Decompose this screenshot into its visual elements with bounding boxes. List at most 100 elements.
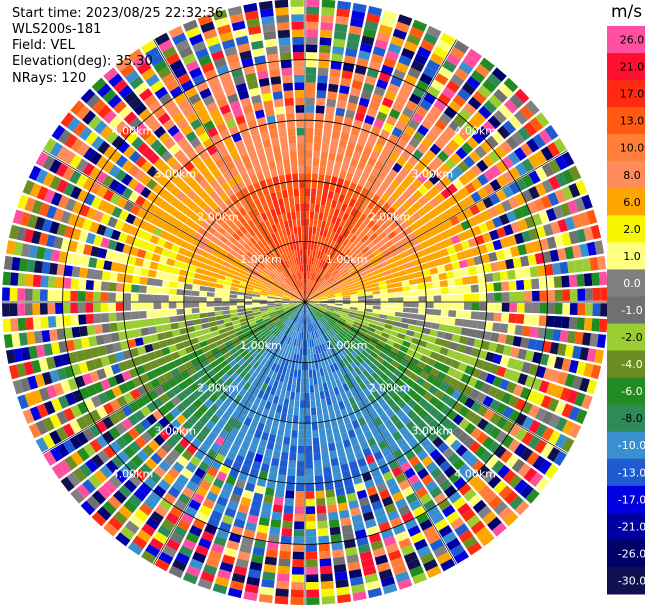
velocity-gate <box>357 136 367 147</box>
velocity-gate <box>395 571 410 583</box>
velocity-gate <box>188 211 199 222</box>
velocity-gate <box>146 426 159 439</box>
velocity-gate <box>282 298 291 301</box>
velocity-gate <box>136 449 150 463</box>
velocity-gate <box>442 447 455 460</box>
velocity-gate <box>85 232 96 245</box>
velocity-gate <box>299 249 303 257</box>
velocity-gate <box>312 330 317 339</box>
velocity-gate <box>305 203 310 212</box>
velocity-gate <box>383 175 394 186</box>
velocity-gate <box>219 561 234 573</box>
velocity-gate <box>366 68 379 79</box>
velocity-gate <box>252 256 260 264</box>
velocity-gate <box>539 238 550 251</box>
velocity-gate <box>501 199 513 212</box>
velocity-gate <box>331 465 341 474</box>
velocity-gate <box>201 61 215 74</box>
velocity-gate <box>296 346 301 355</box>
velocity-gate <box>300 271 303 280</box>
velocity-gate <box>427 385 439 395</box>
velocity-gate <box>349 293 358 298</box>
velocity-gate <box>269 260 277 269</box>
velocity-gate <box>107 495 122 510</box>
velocity-gate <box>324 285 332 291</box>
velocity-gate <box>164 400 176 412</box>
velocity-gate <box>340 131 350 141</box>
velocity-gate <box>508 166 521 180</box>
velocity-gate <box>480 140 493 154</box>
velocity-gate <box>485 351 496 363</box>
velocity-gate <box>280 413 287 422</box>
velocity-gate <box>488 150 501 164</box>
velocity-gate <box>559 202 572 217</box>
velocity-gate <box>142 231 153 242</box>
velocity-gate <box>418 339 428 348</box>
velocity-gate <box>324 350 330 359</box>
velocity-gate <box>340 313 349 319</box>
velocity-gate <box>281 405 288 415</box>
velocity-gate <box>93 234 104 247</box>
velocity-gate <box>274 356 281 365</box>
velocity-gate <box>329 279 337 286</box>
velocity-gate <box>478 244 488 255</box>
velocity-gate <box>346 380 354 390</box>
velocity-gate <box>169 281 178 289</box>
velocity-gate <box>452 496 467 510</box>
velocity-gate <box>583 273 593 287</box>
velocity-gate <box>305 309 307 318</box>
velocity-gate <box>220 221 230 231</box>
velocity-gate <box>437 150 450 163</box>
velocity-gate <box>191 155 203 167</box>
velocity-gate <box>545 382 557 396</box>
velocity-gate <box>385 50 399 62</box>
velocity-gate <box>13 348 24 363</box>
velocity-gate <box>207 369 217 378</box>
velocity-gate <box>379 314 388 319</box>
velocity-gate <box>240 423 250 434</box>
velocity-gate <box>105 130 119 144</box>
velocity-gate <box>183 360 194 370</box>
velocity-gate <box>354 450 365 461</box>
velocity-gate <box>482 79 497 93</box>
velocity-gate <box>370 540 384 551</box>
velocity-gate <box>395 120 407 132</box>
velocity-gate <box>373 450 384 461</box>
velocity-gate <box>405 329 415 337</box>
velocity-gate <box>514 192 527 206</box>
velocity-gate <box>267 298 275 301</box>
range-ring-label: 3.00km <box>412 167 454 180</box>
velocity-gate <box>355 240 364 249</box>
velocity-gate <box>463 310 472 319</box>
velocity-gate <box>318 173 325 183</box>
velocity-gate <box>491 460 505 474</box>
velocity-gate <box>332 286 341 292</box>
velocity-gate <box>305 296 311 302</box>
velocity-gate <box>291 314 297 322</box>
velocity-gate <box>244 292 253 297</box>
velocity-gate <box>331 327 339 335</box>
velocity-gate <box>306 44 318 53</box>
velocity-gate <box>480 340 491 351</box>
velocity-gate <box>307 279 310 288</box>
velocity-gate <box>69 435 83 450</box>
velocity-gate <box>161 295 169 302</box>
velocity-gate <box>288 321 294 329</box>
velocity-gate <box>48 262 58 275</box>
velocity-gate <box>97 247 108 259</box>
velocity-gate <box>305 296 311 302</box>
velocity-gate <box>467 474 482 488</box>
velocity-gate <box>290 297 298 301</box>
velocity-gate <box>340 77 352 87</box>
velocity-gate <box>249 126 260 137</box>
velocity-gate <box>268 61 280 70</box>
velocity-gate <box>286 344 291 353</box>
velocity-gate <box>237 291 246 296</box>
velocity-gate <box>299 296 305 302</box>
velocity-gate <box>290 303 298 307</box>
velocity-gate <box>299 302 305 308</box>
velocity-gate <box>191 307 200 314</box>
velocity-gate <box>217 253 227 261</box>
velocity-gate <box>243 381 252 391</box>
velocity-gate <box>256 232 264 241</box>
